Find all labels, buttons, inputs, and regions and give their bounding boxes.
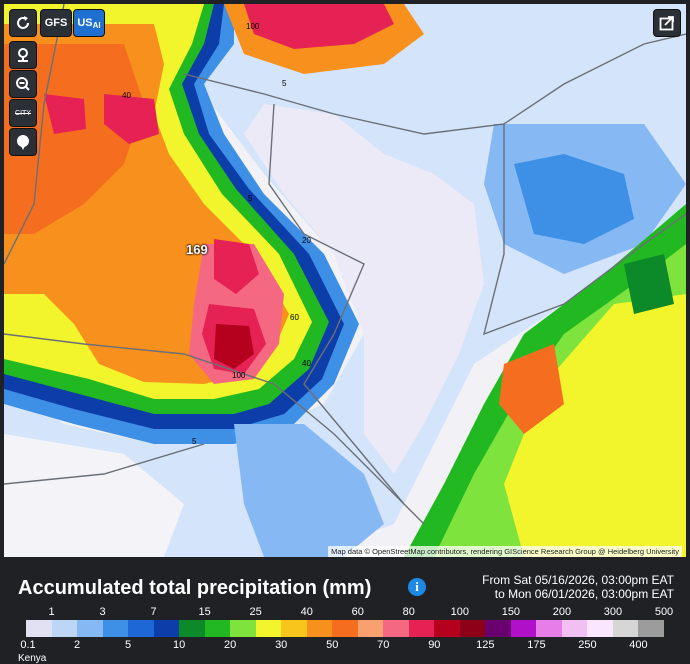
location-pin-icon — [18, 48, 28, 62]
legend-tick-bottom: 2 — [73, 639, 81, 651]
legend-swatch — [561, 620, 588, 637]
contour-label: 5 — [192, 437, 197, 446]
legend-tick-bottom: 400 — [629, 639, 648, 651]
contour-label: 60 — [290, 313, 299, 322]
speech-bubble-icon — [17, 135, 29, 150]
legend-swatch — [612, 620, 639, 637]
model-us-label: US — [77, 17, 93, 29]
legend-tick-top: 200 — [552, 606, 572, 618]
legend-tick-bottom: 250 — [578, 639, 597, 651]
location-button[interactable] — [9, 41, 37, 69]
legend-swatch — [306, 620, 333, 637]
legend-swatch — [26, 620, 52, 637]
refresh-button[interactable] — [9, 9, 37, 37]
legend-swatch — [434, 620, 460, 637]
legend-swatch — [51, 620, 78, 637]
legend-swatch — [332, 620, 358, 637]
model-ai-suffix: AI — [92, 21, 101, 30]
legend-swatch — [230, 620, 256, 637]
legend-swatch — [536, 620, 562, 637]
peak-value-label: 169 — [186, 242, 208, 257]
zoom-out-button[interactable] — [9, 70, 37, 98]
share-button[interactable] — [653, 9, 681, 37]
legend-tick-top: 1 — [48, 606, 55, 618]
model-gfs-label: GFS — [44, 17, 68, 29]
contour-label: 20 — [302, 236, 311, 245]
legend-tick-top: 40 — [300, 606, 313, 618]
legend-tick-top: 25 — [249, 606, 262, 618]
legend-tick-bottom: 5 — [125, 639, 132, 651]
legend-swatch — [153, 620, 180, 637]
legend-tick-top: 100 — [450, 606, 470, 618]
city-label: CITY — [15, 109, 31, 117]
time-range: From Sat 05/16/2026, 03:00pm EAT to Mon … — [482, 573, 674, 601]
share-icon — [659, 16, 674, 31]
range-to: to Mon 06/01/2026, 03:00pm EAT — [494, 587, 674, 601]
legend-swatch — [383, 620, 409, 637]
legend-tick-top: 150 — [501, 606, 521, 618]
legend-tick-bottom: 10 — [172, 639, 186, 651]
contour-label: 5 — [248, 194, 253, 203]
city-toggle-button[interactable]: CITY — [9, 99, 37, 127]
legend-swatch — [638, 620, 664, 637]
model-gfs-button[interactable]: GFS — [40, 9, 72, 37]
legend-tick-bottom: 30 — [275, 639, 288, 651]
country-label: Kenya — [18, 653, 47, 664]
legend-tick-top: 300 — [603, 606, 623, 618]
legend-panel: Accumulated total precipitation (mm) i F… — [0, 557, 690, 664]
contour-label: 100 — [246, 22, 260, 31]
refresh-icon — [17, 16, 29, 29]
legend-tick-top: 80 — [402, 606, 415, 618]
map-attribution[interactable]: Map data © OpenStreetMap contributors, r… — [328, 546, 682, 557]
legend-tick-bottom: 90 — [428, 639, 441, 651]
legend-swatch — [408, 620, 435, 637]
contour-label: 100 — [232, 371, 246, 380]
contour-label: 5 — [282, 79, 287, 88]
legend-tick-top: 15 — [198, 606, 211, 618]
legend-tick-bottom: 125 — [476, 639, 495, 651]
legend-tick-bottom: 20 — [224, 639, 237, 651]
precipitation-field — [4, 4, 686, 557]
legend-swatch — [587, 620, 613, 637]
contour-label: 40 — [122, 91, 131, 100]
legend-tick-bottom: 175 — [527, 639, 546, 651]
legend-tick-bottom: 0.1 — [20, 639, 36, 651]
legend-swatch — [255, 620, 282, 637]
color-scale — [26, 620, 664, 637]
zoom-out-icon — [16, 77, 30, 91]
comment-button[interactable] — [9, 128, 37, 156]
legend-swatch — [77, 620, 103, 637]
legend-swatch — [281, 620, 307, 637]
precipitation-map[interactable]: 100 5 40 60 20 40 100 5 5 169 Map data ©… — [4, 4, 686, 557]
legend-tick-top: 7 — [150, 606, 157, 618]
map-title: Accumulated total precipitation (mm) — [18, 577, 372, 599]
legend-swatch — [204, 620, 231, 637]
contour-label: 40 — [302, 359, 311, 368]
legend-swatch — [179, 620, 205, 637]
legend-swatch — [128, 620, 154, 637]
legend-tick-bottom: 50 — [326, 639, 339, 651]
legend-swatch — [485, 620, 511, 637]
legend-tick-bottom: 70 — [377, 639, 390, 651]
legend-tick-top: 500 — [654, 606, 674, 618]
legend-swatch — [459, 620, 486, 637]
legend-swatch — [510, 620, 537, 637]
legend-swatch — [102, 620, 129, 637]
legend-tick-top: 60 — [351, 606, 364, 618]
info-icon[interactable]: i — [408, 578, 426, 596]
legend-swatch — [357, 620, 384, 637]
legend-tick-top: 3 — [99, 606, 106, 618]
model-usai-button[interactable]: US AI — [73, 9, 105, 37]
range-from: From Sat 05/16/2026, 03:00pm EAT — [482, 573, 674, 587]
